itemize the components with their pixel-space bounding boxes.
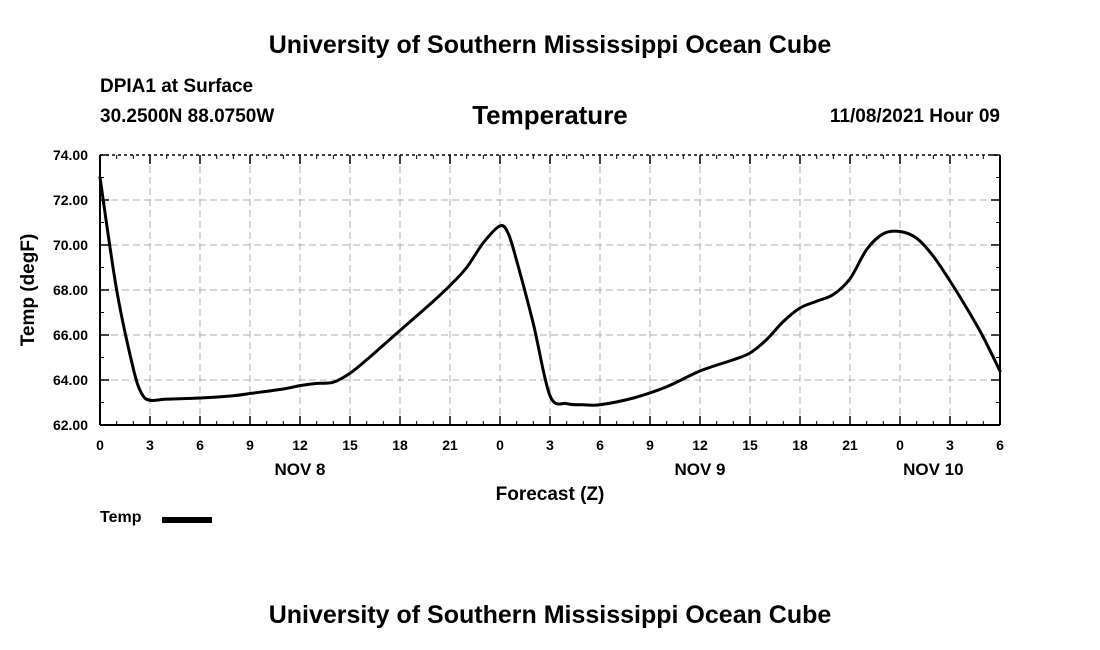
coordinates-label: 30.2500N 88.0750W (100, 106, 275, 127)
footer-title: University of Southern Mississippi Ocean… (268, 601, 832, 629)
series-line-temp (98, 176, 1002, 407)
x-tick-label: 0 (496, 437, 504, 453)
grid (100, 155, 1000, 425)
chart-title: Temperature (472, 100, 628, 130)
x-tick-label: 12 (292, 437, 308, 453)
axis-ticks (99, 154, 1001, 426)
y-tick-label: 74.00 (53, 147, 88, 163)
x-tick-label: 18 (792, 437, 808, 453)
x-tick-label: 21 (442, 437, 458, 453)
y-tick-label: 68.00 (53, 282, 88, 298)
y-tick-label: 70.00 (53, 237, 88, 253)
x-tick-label: 6 (996, 437, 1004, 453)
page-title: University of Southern Mississippi Ocean… (268, 31, 832, 59)
x-tick-label: 3 (546, 437, 554, 453)
x-tick-label: 6 (596, 437, 604, 453)
x-tick-label: 21 (842, 437, 858, 453)
y-axis-title: Temp (degF) (18, 234, 39, 347)
x-tick-label: 15 (342, 437, 358, 453)
x-tick-label: 15 (742, 437, 758, 453)
x-tick-label: 9 (646, 437, 654, 453)
y-tick-label: 66.00 (53, 327, 88, 343)
x-tick-label: 0 (96, 437, 104, 453)
axis-labels: 0 3 6 9 12 15 18 21 0 3 6 9 12 15 18 21 0 3 6 62.00 64.00 66.… (53, 147, 1004, 479)
y-tick-label: 72.00 (53, 192, 88, 208)
x-tick-label: 9 (246, 437, 254, 453)
x-tick-label: 12 (692, 437, 708, 453)
day-label: NOV 10 (903, 460, 963, 479)
x-axis-title: Forecast (Z) (496, 484, 605, 505)
day-label: NOV 9 (674, 460, 725, 479)
x-tick-label: 0 (896, 437, 904, 453)
x-tick-label: 3 (146, 437, 154, 453)
x-tick-label: 18 (392, 437, 408, 453)
legend-swatch (162, 517, 212, 523)
station-label: DPIA1 at Surface (100, 76, 254, 97)
datetime-label: 11/08/2021 Hour 09 (829, 106, 1000, 127)
legend-label: Temp (100, 509, 142, 526)
y-tick-label: 62.00 (53, 417, 88, 433)
day-label: NOV 8 (274, 460, 325, 479)
series (98, 176, 1002, 407)
x-tick-label: 6 (196, 437, 204, 453)
y-tick-label: 64.00 (53, 372, 88, 388)
x-tick-label: 3 (946, 437, 954, 453)
